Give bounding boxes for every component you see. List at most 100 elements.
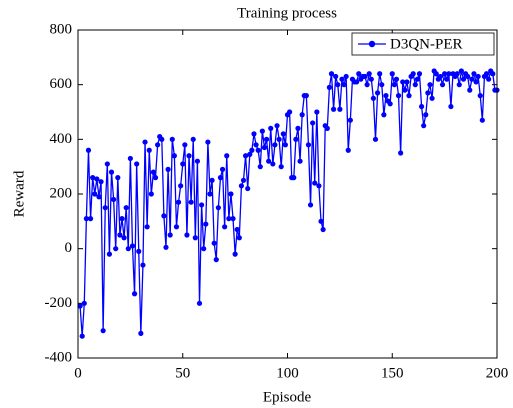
point bbox=[121, 235, 127, 241]
point bbox=[125, 246, 131, 252]
point bbox=[142, 139, 148, 145]
point bbox=[460, 76, 467, 82]
y-tick-label: -200 bbox=[45, 295, 73, 311]
point bbox=[226, 216, 232, 222]
y-tick-label: 800 bbox=[50, 21, 73, 37]
point bbox=[228, 191, 234, 197]
point bbox=[270, 161, 276, 167]
point bbox=[295, 125, 301, 131]
point bbox=[240, 177, 247, 183]
point bbox=[119, 216, 125, 222]
point bbox=[469, 76, 475, 82]
x-tick-label: 200 bbox=[486, 365, 509, 381]
point bbox=[335, 82, 341, 88]
point bbox=[152, 175, 159, 181]
point bbox=[219, 166, 226, 172]
plot-frame bbox=[77, 29, 498, 359]
point bbox=[328, 71, 335, 77]
point bbox=[383, 93, 389, 99]
point bbox=[374, 90, 381, 96]
y-tick-label: -400 bbox=[45, 349, 73, 365]
point bbox=[448, 103, 454, 110]
point bbox=[90, 175, 96, 181]
point bbox=[341, 82, 347, 88]
point bbox=[87, 216, 94, 222]
point bbox=[291, 175, 297, 181]
x-tick-label: 100 bbox=[276, 365, 299, 381]
point bbox=[243, 153, 249, 159]
point bbox=[395, 93, 402, 99]
point bbox=[159, 136, 165, 142]
point bbox=[245, 185, 251, 192]
point bbox=[486, 76, 492, 82]
point bbox=[173, 224, 180, 230]
point bbox=[303, 93, 309, 99]
point bbox=[186, 153, 192, 159]
point bbox=[178, 183, 184, 189]
point bbox=[362, 73, 368, 80]
point bbox=[312, 180, 318, 186]
point bbox=[129, 243, 136, 249]
point bbox=[117, 232, 123, 238]
point bbox=[150, 169, 157, 175]
point bbox=[471, 71, 477, 77]
point bbox=[337, 106, 343, 112]
point bbox=[148, 191, 154, 197]
point bbox=[381, 112, 387, 118]
point bbox=[477, 93, 483, 99]
point bbox=[293, 136, 299, 142]
point bbox=[167, 232, 173, 238]
point bbox=[169, 136, 175, 142]
point bbox=[442, 71, 448, 77]
point bbox=[207, 191, 213, 197]
point bbox=[163, 244, 169, 250]
point bbox=[483, 71, 490, 77]
point bbox=[138, 330, 144, 336]
point bbox=[106, 251, 113, 257]
point bbox=[345, 147, 351, 153]
point bbox=[400, 79, 406, 85]
x-tick-label: 0 bbox=[74, 365, 82, 381]
point bbox=[155, 142, 161, 148]
point bbox=[310, 120, 316, 126]
x-tick-label: 50 bbox=[175, 365, 190, 381]
point bbox=[299, 112, 305, 118]
point bbox=[205, 139, 211, 145]
point bbox=[113, 246, 119, 252]
point bbox=[423, 112, 429, 118]
point bbox=[429, 95, 435, 101]
point bbox=[253, 142, 259, 148]
point bbox=[263, 136, 270, 142]
point bbox=[427, 82, 433, 88]
point bbox=[286, 109, 293, 115]
point bbox=[85, 147, 92, 153]
point bbox=[108, 169, 115, 175]
point bbox=[393, 76, 400, 82]
point bbox=[102, 205, 108, 211]
point bbox=[433, 71, 439, 77]
point bbox=[318, 218, 324, 224]
point bbox=[454, 71, 460, 77]
point bbox=[410, 71, 416, 77]
point bbox=[190, 136, 196, 142]
point bbox=[330, 106, 337, 112]
point bbox=[370, 95, 376, 101]
point bbox=[104, 161, 110, 167]
point bbox=[437, 73, 444, 80]
point bbox=[379, 82, 385, 88]
point bbox=[115, 175, 121, 181]
point bbox=[217, 175, 224, 181]
point bbox=[100, 328, 106, 334]
point bbox=[131, 291, 138, 297]
point bbox=[282, 142, 289, 148]
point bbox=[171, 153, 177, 159]
point bbox=[146, 147, 152, 153]
point bbox=[184, 232, 190, 238]
point bbox=[182, 142, 188, 148]
point bbox=[305, 142, 312, 148]
point bbox=[215, 205, 221, 211]
point bbox=[144, 224, 150, 230]
point bbox=[238, 183, 245, 189]
chart-title: Training process bbox=[237, 5, 337, 21]
